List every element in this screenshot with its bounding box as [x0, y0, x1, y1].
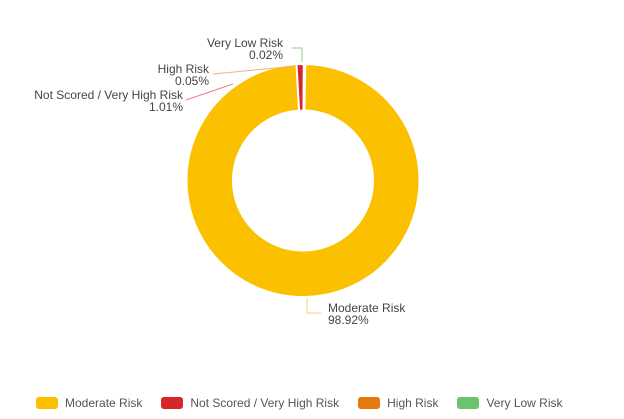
- label-very-high: Not Scored / Very High Risk 1.01%: [34, 89, 183, 113]
- legend-item-very-high[interactable]: Not Scored / Very High Risk: [161, 396, 339, 410]
- swatch-icon: [161, 397, 184, 409]
- leader-line-very-low: [292, 47, 303, 62]
- legend-label: Not Scored / Very High Risk: [190, 396, 340, 410]
- legend-item-high[interactable]: High Risk: [358, 396, 438, 410]
- label-pct: 1.01%: [148, 100, 183, 114]
- label-high: High Risk 0.05%: [158, 63, 209, 87]
- legend-label: High Risk: [387, 396, 439, 410]
- legend-label: Very Low Risk: [486, 396, 563, 410]
- leader-line-high: [212, 65, 297, 75]
- donut-slice-very-low-risk[interactable]: [302, 62, 307, 112]
- legend: Moderate Risk Not Scored / Very High Ris…: [36, 396, 582, 410]
- donut-slices: [185, 62, 421, 298]
- label-pct: 0.05%: [174, 74, 209, 88]
- label-pct: 98.92%: [328, 313, 369, 327]
- label-pct: 0.02%: [248, 48, 283, 62]
- label-very-low: Very Low Risk 0.02%: [207, 37, 283, 61]
- donut-slice-moderate-risk[interactable]: [185, 62, 421, 298]
- label-name: High Risk: [157, 62, 209, 76]
- legend-label: Moderate Risk: [65, 396, 143, 410]
- legend-item-very-low[interactable]: Very Low Risk: [457, 396, 563, 410]
- leader-line-very-high: [185, 83, 234, 101]
- legend-item-moderate[interactable]: Moderate Risk: [36, 396, 142, 410]
- label-name: Not Scored / Very High Risk: [34, 88, 183, 102]
- swatch-icon: [457, 397, 480, 409]
- swatch-icon: [358, 397, 381, 409]
- leader-line-moderate: [306, 298, 321, 314]
- label-name: Very Low Risk: [206, 36, 283, 50]
- label-name: Moderate Risk: [328, 301, 406, 315]
- label-moderate: Moderate Risk 98.92%: [328, 302, 405, 326]
- swatch-icon: [36, 397, 58, 409]
